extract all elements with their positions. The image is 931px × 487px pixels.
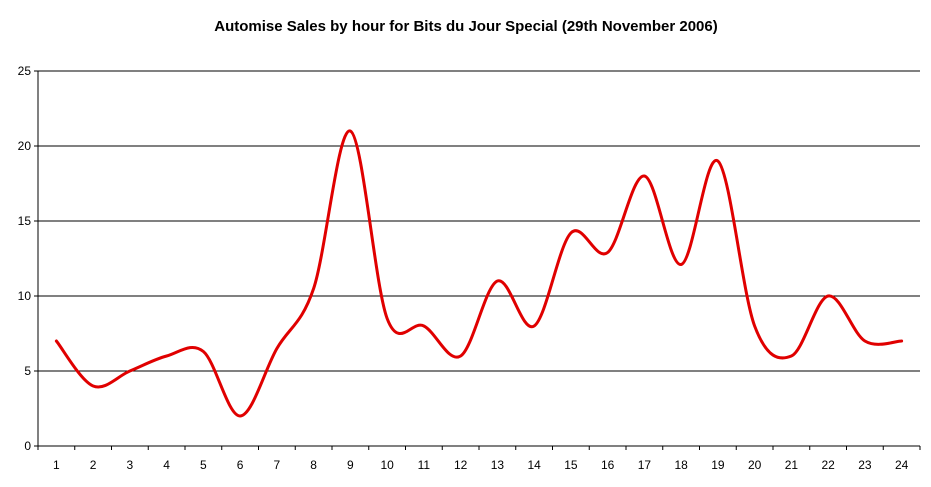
- data-point-1: [54, 339, 58, 343]
- y-tick-label: 25: [18, 64, 32, 78]
- x-tick-label: 10: [380, 458, 394, 472]
- data-point-20: [753, 324, 757, 328]
- data-point-16: [606, 251, 610, 255]
- x-tick-label: 2: [90, 458, 97, 472]
- data-point-23: [863, 339, 867, 343]
- y-tick-label: 5: [24, 364, 31, 378]
- data-point-21: [789, 354, 793, 358]
- series-layer: [54, 129, 904, 418]
- x-tick-label: 17: [638, 458, 652, 472]
- x-tick-label: 15: [564, 458, 578, 472]
- data-point-22: [826, 294, 830, 298]
- x-tick-label: 6: [237, 458, 244, 472]
- data-point-7: [275, 347, 279, 351]
- data-point-8: [312, 287, 316, 291]
- data-point-12: [459, 354, 463, 358]
- x-tick-label: 9: [347, 458, 354, 472]
- data-point-4: [165, 354, 169, 358]
- x-tick-label: 20: [748, 458, 762, 472]
- x-tick-label: 14: [527, 458, 541, 472]
- data-point-10: [385, 317, 389, 321]
- data-point-2: [91, 384, 95, 388]
- x-tick-label: 22: [821, 458, 835, 472]
- data-point-3: [128, 369, 132, 373]
- data-point-17: [642, 174, 646, 178]
- x-tick-label: 23: [858, 458, 872, 472]
- x-tick-label: 11: [418, 458, 431, 472]
- x-tick-label: 16: [601, 458, 615, 472]
- x-tick-label: 19: [711, 458, 725, 472]
- data-point-6: [238, 414, 242, 418]
- x-tick-label: 7: [274, 458, 281, 472]
- data-point-15: [569, 231, 573, 235]
- data-point-5: [201, 350, 205, 354]
- y-tick-label: 0: [24, 439, 31, 453]
- data-point-9: [348, 129, 352, 133]
- series-line: [54, 129, 904, 418]
- x-tick-label: 1: [53, 458, 60, 472]
- data-point-13: [495, 279, 499, 283]
- chart-title: Automise Sales by hour for Bits du Jour …: [214, 18, 717, 35]
- y-tick-label: 15: [18, 214, 32, 228]
- data-point-24: [900, 339, 904, 343]
- x-tick-label: 13: [491, 458, 505, 472]
- y-tick-label: 10: [18, 289, 32, 303]
- data-point-11: [422, 324, 426, 328]
- data-point-14: [532, 324, 536, 328]
- grid-lines: [38, 70, 920, 372]
- data-point-18: [679, 263, 683, 267]
- data-point-19: [716, 159, 720, 163]
- x-tick-label: 4: [163, 458, 170, 472]
- x-tick-label: 3: [127, 458, 134, 472]
- x-tick-label: 24: [895, 458, 909, 472]
- x-tick-label: 5: [200, 458, 207, 472]
- x-tick-label: 18: [674, 458, 688, 472]
- y-tick-label: 20: [18, 139, 32, 153]
- x-tick-label: 8: [310, 458, 317, 472]
- x-tick-label: 21: [785, 458, 799, 472]
- x-tick-label: 12: [454, 458, 468, 472]
